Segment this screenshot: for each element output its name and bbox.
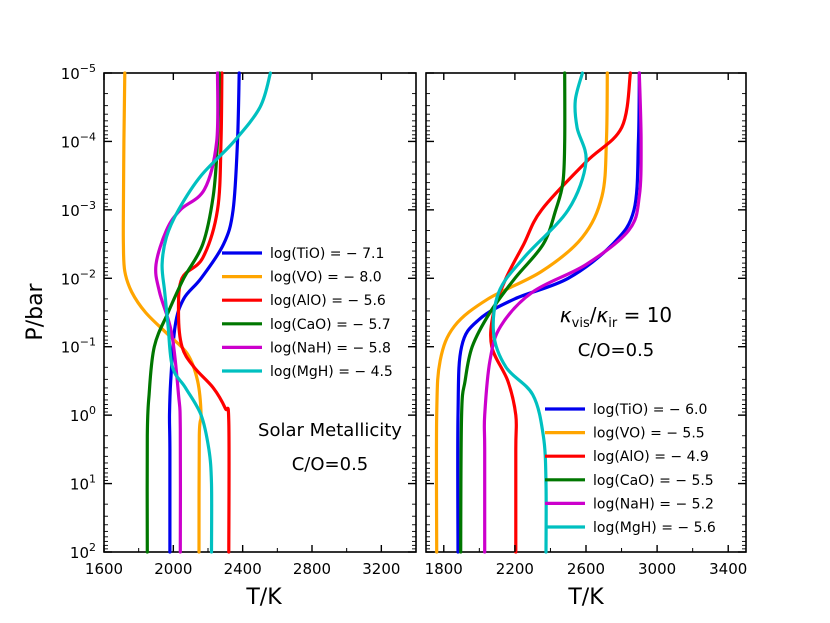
left-x-tick-label: 2800 <box>293 560 331 578</box>
left-plot-frame <box>103 72 417 553</box>
right-x-tick-label: 3400 <box>709 560 747 578</box>
kappa-symbol: κ <box>560 303 572 327</box>
right-series-line-3 <box>459 71 567 554</box>
kappa-equals: = 10 <box>617 303 672 327</box>
left-x-tick-label: 2000 <box>154 560 192 578</box>
right-legend-label: log(MgH) = − 5.6 <box>593 520 716 536</box>
right-legend: log(TiO) = − 6.0 log(VO) = − 5.5 log(AlO) … <box>545 402 716 536</box>
left-legend-label: log(MgH) = − 4.5 <box>270 364 393 380</box>
left-y-tick-label: 10−1 <box>61 336 96 357</box>
left-y-tick-label: 10−2 <box>61 267 96 288</box>
right-annotation-co-ratio: C/O=0.5 <box>578 340 655 361</box>
left-x-tick-label: 1600 <box>85 560 123 578</box>
left-y-tick-label: 100 <box>70 404 96 425</box>
left-y-tick-label: 10−4 <box>61 130 96 151</box>
left-series-line-2 <box>176 71 231 554</box>
right-legend-label: log(CaO) = − 5.5 <box>593 473 714 489</box>
left-y-tick-label: 10−3 <box>61 199 96 220</box>
kappa-symbol-2: κ <box>596 303 608 327</box>
left-series-line-5 <box>160 71 272 554</box>
left-legend-label: log(NaH) = − 5.8 <box>270 340 391 356</box>
left-annotation-co-ratio: C/O=0.5 <box>292 454 369 475</box>
right-x-tick-label: 1800 <box>425 560 463 578</box>
left-x-tick-label: 3200 <box>362 560 400 578</box>
left-y-tick-label: 10−5 <box>61 62 96 83</box>
left-annotation-metallicity: Solar Metallicity <box>258 420 402 441</box>
left-panel: 1600 2000 2400 2800 3200 10−5 10−4 10−3 10−2 10−1… <box>61 62 417 610</box>
left-x-tick-label: 2400 <box>224 560 262 578</box>
left-y-tick-label: 101 <box>70 473 96 494</box>
left-axis-ticks: 1600 2000 2400 2800 3200 10−5 10−4 10−3 10−2 10−1… <box>61 62 416 578</box>
left-legend-label: log(AlO) = − 5.6 <box>270 293 386 309</box>
kappa-ir-subscript: ir <box>608 316 618 331</box>
right-axis-ticks: 1800 2200 2600 3000 3400 <box>425 72 747 578</box>
right-annotation-kappa: κvis/κir = 10 <box>560 303 672 331</box>
y-axis-label: P/bar <box>23 282 48 340</box>
right-series-line-5 <box>491 71 588 554</box>
right-x-axis-label: T/K <box>567 585 604 610</box>
left-x-axis-label: T/K <box>245 585 282 610</box>
left-legend: log(TiO) = − 7.1 log(VO) = − 8.0 log(AlO) … <box>222 246 393 380</box>
right-x-tick-label: 2600 <box>567 560 605 578</box>
right-legend-label: log(NaH) = − 5.2 <box>593 496 714 512</box>
right-legend-label: log(AlO) = − 4.9 <box>593 449 709 465</box>
right-x-tick-label: 2200 <box>496 560 534 578</box>
left-legend-label: log(TiO) = − 7.1 <box>270 246 384 262</box>
kappa-slash: / <box>590 303 597 327</box>
left-y-tick-label: 102 <box>70 541 96 562</box>
kappa-vis-subscript: vis <box>572 316 590 331</box>
left-legend-label: log(VO) = − 8.0 <box>270 270 382 286</box>
left-legend-label: log(CaO) = − 5.7 <box>270 317 391 333</box>
right-panel: 1800 2200 2600 3000 3400 T/K log(TiO) = − 6.… <box>425 71 747 610</box>
right-x-tick-label: 3000 <box>638 560 676 578</box>
right-legend-label: log(TiO) = − 6.0 <box>593 402 707 418</box>
left-series-line-4 <box>154 71 220 554</box>
left-series-lines <box>121 71 272 554</box>
right-series-line-4 <box>482 71 643 554</box>
left-series-line-1 <box>121 71 203 554</box>
left-series-line-0 <box>167 71 241 554</box>
right-legend-label: log(VO) = − 5.5 <box>593 426 705 442</box>
left-series-line-3 <box>145 71 221 554</box>
right-series-lines <box>434 71 643 554</box>
